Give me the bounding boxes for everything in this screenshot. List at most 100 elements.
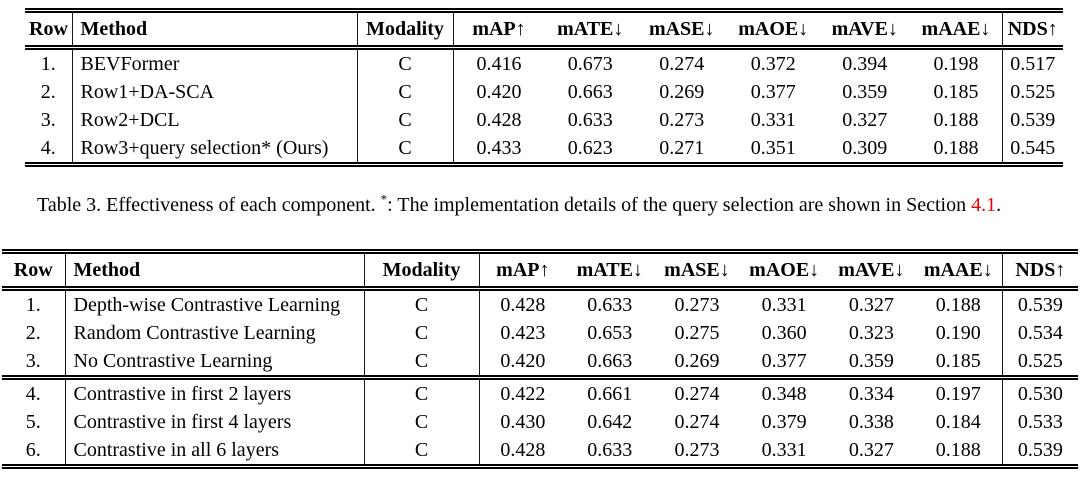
table-cell: 4.: [2, 375, 66, 408]
table-cell: 0.331: [761, 439, 807, 461]
table-cell: 0.377: [750, 81, 796, 103]
table-cell: 0.274: [653, 375, 741, 408]
table3-caption: Table 3. Effectiveness of each component…: [37, 191, 1060, 217]
asterisk-note-marker: *: [380, 191, 388, 207]
table-cell: 0.653: [587, 322, 633, 344]
table-cell: 0.633: [567, 109, 613, 131]
table-cell: C: [364, 375, 480, 408]
column-header-modality: Modality: [357, 10, 454, 50]
table-row: 1. BEVFormer C 0.416 0.673 0.274 0.372 0.394 0.1…: [25, 47, 1063, 78]
table-cell: 0.517: [1010, 53, 1056, 75]
table-header: Row Method Modality mAP↑ mATE↓ mASE↓ mAO…: [25, 10, 1063, 50]
table-body-group2: 4. Contrastive in first 2 layers C 0.422 0.6…: [2, 375, 1079, 467]
table-cell: 0.359: [848, 350, 894, 372]
table-cell: 0.188: [914, 436, 1003, 467]
table-cell: 0.198: [910, 47, 1003, 78]
table-cell: 0.533: [1017, 411, 1063, 433]
table-cell: 0.331: [750, 109, 796, 131]
section-link[interactable]: 4.1: [971, 194, 997, 216]
table-cell: 0.416: [476, 53, 522, 75]
table-cell: 0.327: [848, 294, 894, 316]
column-header-maoe: mAOE↓: [740, 251, 828, 291]
table-cell: 0.423: [500, 322, 546, 344]
table-cell: 0.323: [848, 322, 894, 344]
table-body: 1. BEVFormer C 0.416 0.673 0.274 0.372 0.394 0.1…: [25, 47, 1063, 165]
table-row: 3. No Contrastive Learning C 0.420 0.663 0.26…: [2, 347, 1078, 378]
column-header-mase: mASE↓: [653, 251, 741, 291]
table-header: Row Method Modality mAP↑ mATE↓ mASE↓ mAO…: [2, 251, 1079, 291]
table-cell: 0.530: [1002, 375, 1079, 408]
table-cell: Depth-wise Contrastive Learning: [65, 288, 365, 319]
table-cell: 0.188: [914, 288, 1003, 319]
table-cell: 0.661: [566, 375, 654, 408]
table-cell: 0.269: [659, 81, 705, 103]
table-cell: 0.663: [567, 81, 613, 103]
table-cell: 0.185: [914, 347, 1003, 378]
table-cell: 0.394: [842, 53, 888, 75]
table-cell: 0.525: [1017, 350, 1063, 372]
table-cell: 0.673: [567, 53, 613, 75]
table-cell: 6.: [2, 436, 66, 467]
table-cell: C: [357, 106, 454, 134]
column-header-mate: mATE↓: [544, 10, 636, 50]
column-header-row: Row: [2, 251, 66, 291]
table-cell: 0.420: [476, 81, 522, 103]
table-cell: Random Contrastive Learning: [65, 319, 365, 347]
table-row: 2. Row1+DA-SCA C 0.420 0.663 0.269 0.377 0.359 0…: [25, 78, 1063, 106]
header-row: Row Method Modality mAP↑ mATE↓ mASE↓ mAO…: [25, 10, 1063, 50]
table-cell: 0.274: [659, 53, 705, 75]
table-cell: C: [364, 288, 480, 319]
table-cell: No Contrastive Learning: [65, 347, 365, 378]
table-cell: 0.360: [761, 322, 807, 344]
column-header-row: Row: [25, 10, 73, 50]
table-cell: 0.348: [740, 375, 828, 408]
table-row: 4. Contrastive in first 2 layers C 0.422 0.6…: [2, 375, 1079, 408]
table-cell: 0.428: [500, 439, 546, 461]
table-row: 5. Contrastive in first 4 layers C 0.430 0.6…: [2, 408, 1078, 436]
column-header-modality: Modality: [364, 251, 480, 291]
table-cell: 0.273: [674, 294, 720, 316]
column-header-maoe: mAOE↓: [727, 10, 819, 50]
table-cell: 0.422: [479, 375, 567, 408]
column-header-method: Method: [72, 10, 358, 50]
table-cell: 0.271: [659, 137, 705, 159]
table-cell: 0.190: [914, 319, 1003, 347]
table-cell: 0.379: [761, 411, 807, 433]
table-cell: 0.309: [842, 137, 888, 159]
table-cell: Row3+query selection* (Ours): [72, 134, 358, 165]
table-row: 6. Contrastive in all 6 layers C 0.428 0.633…: [2, 436, 1078, 467]
table-cell: 3.: [25, 106, 73, 134]
table-cell: 0.642: [587, 411, 633, 433]
table-cell: 0.338: [848, 411, 894, 433]
table-cell: 0.188: [910, 106, 1003, 134]
table-cell: 0.539: [1017, 439, 1063, 461]
column-header-map: mAP↑: [453, 10, 545, 50]
table-cell: 0.623: [567, 137, 613, 159]
column-header-mave: mAVE↓: [827, 251, 915, 291]
table-cell: Contrastive in first 2 layers: [65, 375, 365, 408]
table-cell: 0.359: [842, 81, 888, 103]
table-cell: 0.545: [1010, 137, 1056, 159]
table-cell: 0.633: [587, 439, 633, 461]
table-cell: 0.351: [750, 137, 796, 159]
table-cell: 0.430: [500, 411, 546, 433]
table-cell: 0.275: [674, 322, 720, 344]
table-cell: BEVFormer: [72, 47, 358, 78]
table-cell: 0.428: [476, 109, 522, 131]
table-cell: 0.327: [848, 439, 894, 461]
table-row: 2. Random Contrastive Learning C 0.423 0.653…: [2, 319, 1078, 347]
table-cell: C: [364, 347, 480, 378]
table-cell: C: [357, 78, 454, 106]
column-header-mate: mATE↓: [566, 251, 654, 291]
caption-text: Table 3. Effectiveness of each component…: [37, 194, 381, 216]
table-row: 3. Row2+DCL C 0.428 0.633 0.273 0.331 0.327 0.18…: [25, 106, 1063, 134]
table-cell: 2.: [2, 319, 66, 347]
table-cell: 0.433: [476, 137, 522, 159]
contrastive-learning-ablation-table: Row Method Modality mAP↑ mATE↓ mASE↓ mAO…: [2, 249, 1079, 469]
header-row: Row Method Modality mAP↑ mATE↓ mASE↓ mAO…: [2, 251, 1079, 291]
ablation-components-table: Row Method Modality mAP↑ mATE↓ mASE↓ mAO…: [25, 8, 1063, 167]
table-cell: C: [364, 436, 480, 467]
caption-text: : The implementation details of the quer…: [387, 194, 972, 216]
table-cell: 0.185: [910, 78, 1003, 106]
table-cell: 0.663: [587, 350, 633, 372]
